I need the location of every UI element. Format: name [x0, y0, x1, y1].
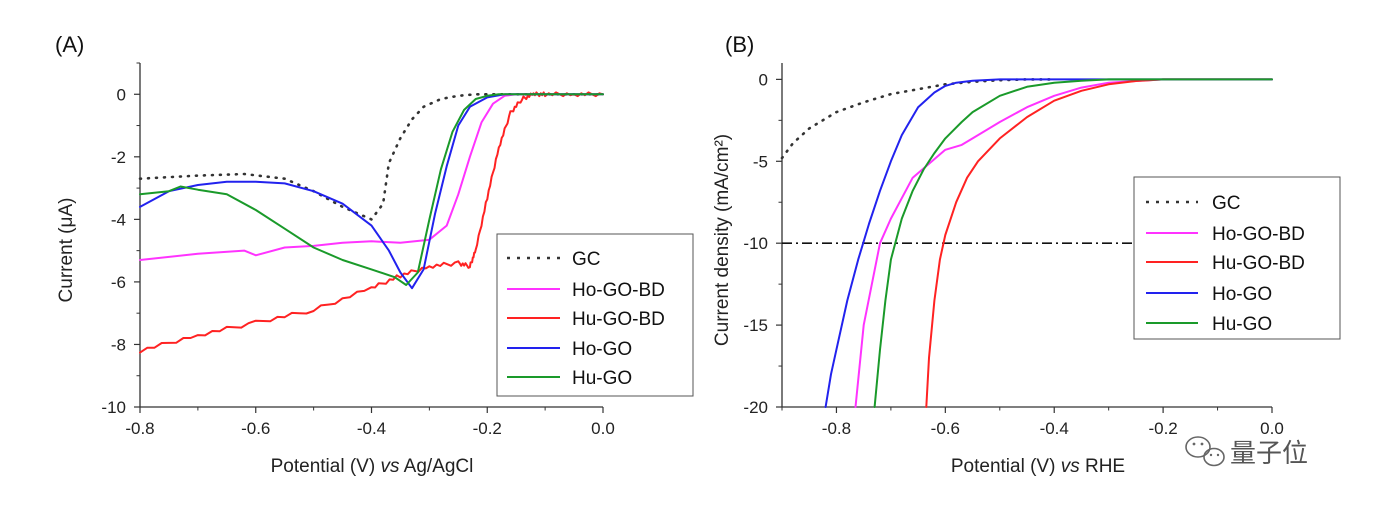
watermark-text: 量子位 — [1230, 439, 1308, 469]
y-tick-label: -4 — [111, 210, 126, 229]
legend-label: Ho-GO — [572, 339, 632, 360]
legend-label: Hu-GO — [572, 368, 632, 389]
panel-a-x-axis-title: Potential (V) vs Ag/AgCl — [271, 456, 474, 477]
legend-item-ho-go-bd: Ho-GO-BD — [507, 280, 665, 301]
legend-item-ho-go: Ho-GO — [1146, 284, 1272, 305]
panel-b-series-gc — [780, 78, 1056, 160]
legend-item-hu-go: Hu-GO — [1146, 314, 1272, 335]
panel-a-legend: GC Ho-GO-BD Hu-GO-BD Ho-GO Hu-GO — [496, 233, 694, 397]
legend-item-gc: GC — [1146, 193, 1241, 214]
watermark: 量子位 — [1185, 436, 1308, 469]
wechat-icon — [1185, 436, 1225, 467]
y-tick-label: -5 — [753, 152, 768, 171]
legend-label: Ho-GO-BD — [1212, 224, 1305, 245]
x-tick-label: 0.0 — [591, 419, 615, 438]
legend-item-ho-go-bd: Ho-GO-BD — [1146, 224, 1305, 245]
panel-b-axes — [776, 63, 1273, 413]
panel-a-series-ho-go — [139, 93, 604, 290]
x-tick-label: -0.4 — [1040, 419, 1069, 438]
legend-label: Hu-GO — [1212, 314, 1272, 335]
panel-b-legend-box — [1133, 176, 1341, 340]
panel-a-series-hu-go — [139, 93, 604, 286]
legend-item-hu-go: Hu-GO — [507, 368, 632, 389]
panel-a-label: (A) — [55, 32, 84, 57]
y-tick-label: -10 — [101, 398, 126, 417]
legend-label: Ho-GO-BD — [572, 280, 665, 301]
panel-b-series-hu-go-bd — [925, 78, 1273, 408]
y-tick-label: -10 — [743, 234, 768, 253]
x-tick-label: -0.2 — [1148, 419, 1177, 438]
y-tick-label: -2 — [111, 148, 126, 167]
x-tick-label: -0.8 — [125, 419, 154, 438]
x-tick-label: -0.6 — [931, 419, 960, 438]
panel-b-series-ho-go — [824, 78, 1273, 408]
panel-b-tick-labels: -0.8 -0.6 -0.4 -0.2 0.0 0 -5 -10 -15 -20 — [743, 70, 1283, 438]
panel-b-y-axis-title: Current density (mA/cm²) — [712, 134, 733, 346]
panel-a-y-axis-title: Current (μA) — [56, 198, 77, 303]
y-tick-label: -6 — [111, 273, 126, 292]
panel-b: (B) -0.8 -0.6 -0.4 -0.2 0.0 0 -5 -10 -15 -20 Pote… — [712, 32, 1341, 477]
y-tick-label: -20 — [743, 398, 768, 417]
legend-item-ho-go: Ho-GO — [507, 339, 632, 360]
x-tick-label: -0.6 — [241, 419, 270, 438]
legend-item-hu-go-bd: Hu-GO-BD — [1146, 253, 1305, 274]
legend-item-hu-go-bd: Hu-GO-BD — [507, 309, 665, 330]
legend-item-gc: GC — [507, 249, 601, 270]
panel-a-axes — [134, 62, 604, 413]
panel-b-legend: GC Ho-GO-BD Hu-GO-BD Ho-GO Hu-GO — [1133, 176, 1341, 340]
panel-a-series-gc — [138, 93, 605, 221]
x-tick-label: -0.8 — [822, 419, 851, 438]
legend-label: GC — [1212, 193, 1241, 214]
x-tick-label: -0.2 — [473, 419, 502, 438]
panel-a-series — [138, 91, 605, 354]
y-tick-label: -8 — [111, 335, 126, 354]
y-tick-label: 0 — [117, 85, 126, 104]
legend-label: Hu-GO-BD — [572, 309, 665, 330]
legend-label: Hu-GO-BD — [1212, 253, 1305, 274]
panel-a-tick-labels: -0.8 -0.6 -0.4 -0.2 0.0 0 -2 -4 -6 -8 -10 — [101, 85, 614, 438]
y-tick-label: -15 — [743, 316, 768, 335]
panel-b-series-hu-go — [873, 78, 1273, 408]
panel-a-legend-box — [496, 233, 694, 397]
panel-b-label: (B) — [725, 32, 754, 57]
x-tick-label: -0.4 — [357, 419, 386, 438]
y-tick-label: 0 — [759, 70, 768, 89]
panel-b-x-axis-title: Potential (V) vs RHE — [951, 456, 1125, 477]
legend-label: GC — [572, 249, 601, 270]
x-tick-label: 0.0 — [1260, 419, 1284, 438]
panel-a: (A) -0.8 -0.6 -0.4 -0.2 0.0 0 -2 -4 -6 -8 -10 Pote… — [55, 32, 694, 477]
legend-label: Ho-GO — [1212, 284, 1272, 305]
